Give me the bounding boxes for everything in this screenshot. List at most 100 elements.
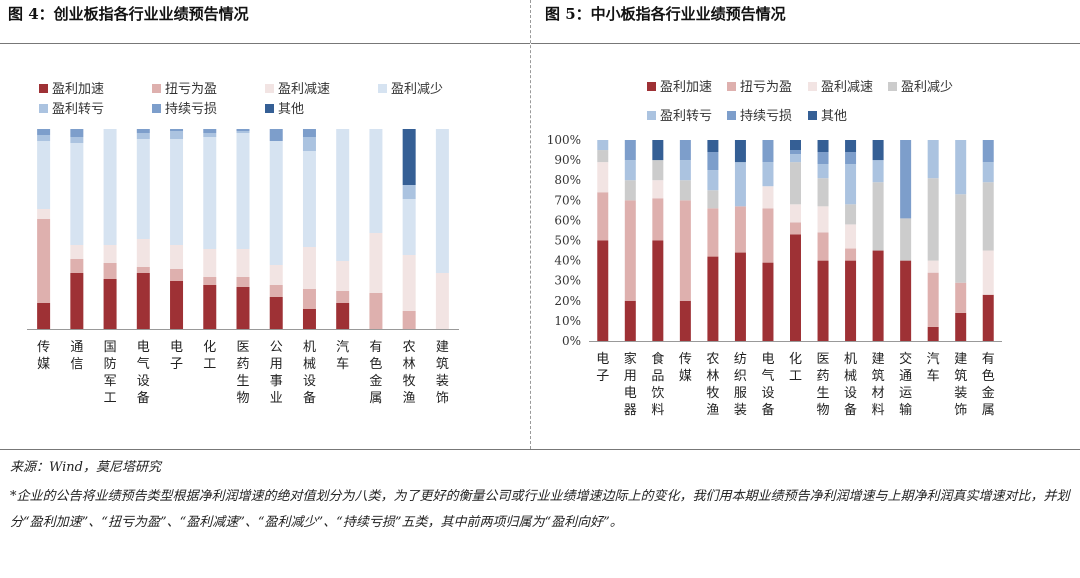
category-label-char: 有 (369, 340, 382, 355)
category-label-char: 料 (872, 403, 885, 418)
bar-segment (927, 140, 939, 179)
bar-segment (203, 137, 217, 249)
legend-label: 扭亏为盈 (165, 82, 217, 97)
category-label-char: 媒 (679, 369, 692, 384)
bar-segment (624, 180, 636, 201)
legend-label: 盈利减速 (278, 82, 330, 97)
bar-segment (817, 152, 829, 165)
bar-segment (982, 294, 994, 341)
bar-segment (652, 240, 664, 341)
category-label-char: 器 (624, 403, 637, 418)
category-label-char: 物 (236, 391, 249, 406)
category-label-char: 渔 (403, 391, 416, 406)
bar-segment (927, 326, 939, 341)
bar-segment (170, 139, 184, 245)
bar-segment (762, 208, 774, 263)
bar-segment (845, 260, 857, 341)
category-label-char: 材 (872, 386, 885, 401)
category-label-char: 物 (817, 403, 830, 418)
category-label-char: 色 (369, 356, 382, 372)
y-tick-label: 90% (554, 153, 581, 167)
category-label-char: 金 (369, 373, 382, 389)
bar-segment (790, 150, 801, 155)
bar-segment (402, 185, 416, 199)
category-label-char: 建 (872, 352, 885, 367)
bar-segment (845, 140, 857, 153)
bar-segment (37, 141, 51, 209)
left-chart-title: 图 4：创业板指各行业业绩预告情况 (8, 5, 249, 23)
bar-segment (734, 162, 746, 207)
bar-segment (597, 192, 609, 241)
category-label-char: 色 (982, 368, 995, 384)
category-label-char: 设 (761, 386, 774, 401)
category-label-char: 料 (651, 403, 664, 418)
category-label-char: 家 (624, 351, 637, 367)
legend-swatch (808, 111, 817, 120)
category-label-char: 建 (436, 340, 449, 355)
bar-segment (872, 250, 884, 341)
bar-segment (236, 131, 250, 133)
category-label-char: 交 (899, 351, 912, 367)
y-tick-label: 80% (554, 173, 581, 187)
legend-swatch (727, 111, 736, 120)
bar-segment (170, 281, 184, 329)
bar-segment (597, 162, 609, 193)
category-label-char: 电 (596, 352, 609, 367)
bar-segment (790, 222, 801, 235)
bar-segment (845, 164, 857, 205)
bar-segment (597, 240, 609, 341)
bar-segment (900, 140, 912, 219)
bar-segment (817, 164, 829, 179)
legend-label: 盈利减少 (391, 82, 443, 97)
bar-segment (679, 160, 691, 181)
category-label-char: 用 (624, 369, 637, 384)
category-label-char: 生 (236, 374, 249, 389)
bar-segment (845, 152, 857, 165)
bar-segment (817, 206, 829, 233)
bar-segment (336, 303, 350, 329)
bar-segment (955, 282, 967, 313)
bar-segment (236, 133, 250, 249)
bar-segment (170, 269, 184, 281)
legend-label: 盈利减速 (821, 80, 873, 95)
category-label-char: 备 (761, 402, 774, 418)
bar-segment (136, 133, 150, 139)
category-label-char: 电 (761, 352, 774, 367)
legend-label: 扭亏为盈 (740, 80, 792, 95)
category-label-char: 传 (37, 340, 50, 355)
bar-segment (982, 250, 994, 295)
category-label-char: 化 (789, 352, 802, 367)
legend-swatch (647, 82, 656, 91)
category-label-char: 用 (270, 357, 283, 372)
bar-segment (402, 129, 416, 185)
bar-segment (872, 140, 884, 161)
category-label-char: 械 (303, 357, 316, 372)
bar-segment (103, 245, 117, 263)
category-label-char: 药 (236, 357, 249, 372)
bar-segment (70, 137, 84, 143)
legend-label: 持续亏损 (165, 102, 217, 117)
bar-segment (982, 140, 994, 163)
legend-swatch (265, 104, 274, 113)
bar-segment (707, 208, 719, 257)
legend-swatch (378, 84, 387, 93)
bar-segment (872, 160, 884, 183)
bar-segment (955, 194, 967, 283)
bar-segment (269, 129, 283, 141)
legend-label: 持续亏损 (740, 109, 792, 124)
category-label-char: 通 (899, 369, 912, 384)
bar-segment (624, 200, 636, 301)
bar-segment (369, 129, 383, 233)
category-label-char: 牧 (706, 386, 719, 401)
category-label-char: 药 (817, 369, 830, 384)
category-label-char: 气 (761, 368, 774, 384)
bar-segment (927, 272, 939, 327)
category-label-char: 纺 (734, 352, 747, 367)
y-tick-label: 60% (554, 213, 581, 227)
bar-segment (790, 162, 801, 205)
bar-segment (203, 285, 217, 329)
category-label-char: 饮 (651, 386, 664, 401)
legend-swatch (888, 82, 897, 91)
